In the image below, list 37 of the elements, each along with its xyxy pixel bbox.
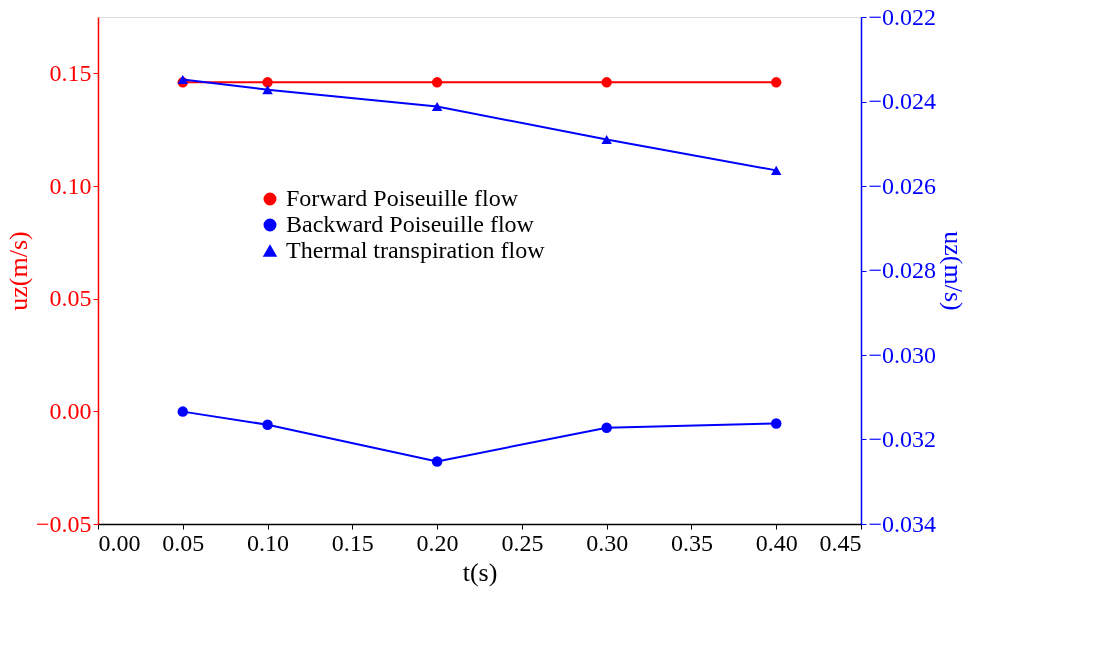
point (601, 422, 612, 433)
point (770, 165, 782, 175)
point (262, 85, 273, 95)
x-tick-label: 0.10 (247, 529, 290, 556)
point (177, 406, 189, 417)
point (770, 418, 782, 429)
point (431, 102, 443, 112)
y-tick-label: 0.00 (49, 397, 92, 424)
y-tick-label: 0.15 (49, 59, 92, 86)
x-tick-label: 0.25 (501, 529, 544, 556)
legend-label: Forward Poiseuille flow (286, 185, 519, 211)
y-tick-label: 0.05 (49, 285, 92, 312)
x-tick-label: 0.20 (416, 529, 459, 556)
legend-label: Backward Poiseuille flow (286, 211, 535, 237)
x-tick-label: 0.35 (670, 529, 713, 556)
y2-tick-label: −0.024 (868, 88, 937, 114)
y2-tick-label: −0.022 (868, 3, 937, 30)
y-tick-label: −0.05 (35, 510, 92, 537)
y-tick-label: 0.10 (49, 172, 92, 199)
y2-tick-label: −0.034 (868, 510, 937, 537)
legend-label: Thermal transpiration flow (286, 237, 546, 263)
y-axis-title: uz(m/s) (3, 231, 33, 311)
x-tick-label: 0.45 (819, 529, 862, 556)
point (431, 456, 443, 467)
y2-tick-label: −0.028 (868, 257, 937, 283)
x-tick-label: 0.40 (755, 529, 798, 556)
x-tick-label: 0.30 (586, 529, 629, 556)
y2-tick-label: −0.032 (868, 426, 937, 452)
x-tick-label: 0.05 (162, 529, 205, 556)
y2-axis-title: uz(m/s) (939, 231, 969, 311)
point (262, 419, 273, 430)
y2-tick-label: −0.026 (868, 172, 937, 199)
x-tick-label: 0.15 (331, 529, 374, 556)
point (601, 134, 612, 145)
y2-tick-label: −0.030 (868, 341, 937, 368)
x-axis-title: t(s) (462, 557, 498, 587)
x-tick-label: 0.00 (98, 529, 141, 556)
